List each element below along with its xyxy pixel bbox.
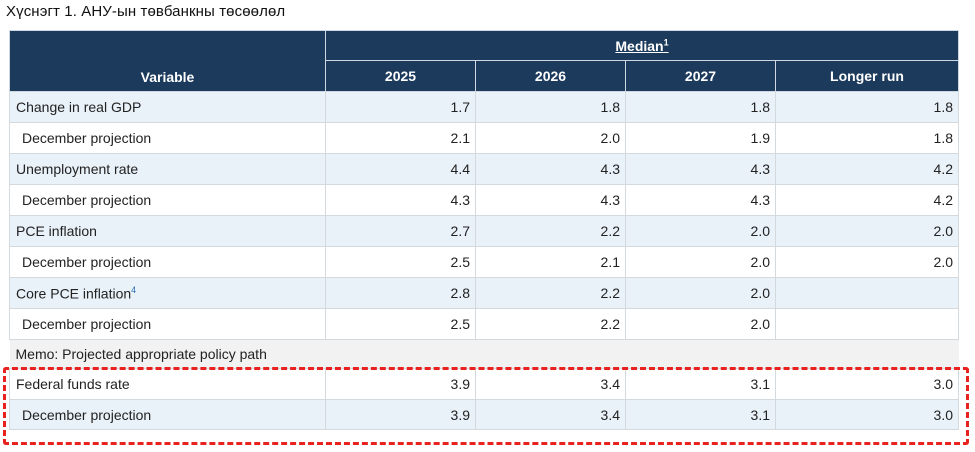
cell-value: 2.0 — [625, 246, 776, 278]
cell-value: 4.2 — [775, 153, 959, 185]
column-header-2025: 2025 — [325, 60, 476, 92]
row-label: Federal funds rate — [9, 368, 326, 400]
cell-value: 1.7 — [325, 91, 476, 123]
cell-value: 3.4 — [475, 368, 626, 400]
cell-value: 1.8 — [475, 91, 626, 123]
cell-value — [775, 308, 959, 340]
row-label: Unemployment rate — [9, 153, 326, 185]
cell-value: 2.8 — [325, 277, 476, 309]
cell-value: 3.4 — [475, 399, 626, 430]
cell-value: 2.0 — [625, 308, 776, 340]
cell-value: 4.3 — [625, 184, 776, 216]
row-label: Change in real GDP — [9, 91, 326, 123]
column-header-longer-run: Longer run — [775, 60, 959, 92]
cell-value: 2.0 — [625, 277, 776, 309]
table-row: Unemployment rate 4.4 4.3 4.3 4.2 — [9, 153, 959, 185]
cell-value: 3.9 — [325, 368, 476, 400]
row-label: December projection — [9, 399, 326, 430]
table-row: December projection 3.9 3.4 3.1 3.0 — [9, 399, 959, 430]
table-row: PCE inflation 2.7 2.2 2.0 2.0 — [9, 215, 959, 247]
cell-value: 1.8 — [625, 91, 776, 123]
row-label: PCE inflation — [9, 215, 326, 247]
cell-value: 2.7 — [325, 215, 476, 247]
table-row: Change in real GDP 1.7 1.8 1.8 1.8 — [9, 91, 959, 123]
cell-value: 3.0 — [775, 368, 959, 400]
table-row: December projection 4.3 4.3 4.3 4.2 — [9, 184, 959, 216]
cell-value: 2.0 — [625, 215, 776, 247]
memo-label: Memo: Projected appropriate policy path — [9, 339, 959, 369]
cell-value: 2.1 — [325, 122, 476, 154]
cell-value: 2.2 — [475, 215, 626, 247]
column-header-variable: Variable — [9, 30, 326, 92]
cell-value: 4.3 — [325, 184, 476, 216]
median-link[interactable]: Median1 — [615, 37, 669, 54]
cell-value: 3.0 — [775, 399, 959, 430]
cell-value: 1.9 — [625, 122, 776, 154]
row-label: December projection — [9, 122, 326, 154]
cell-value: 2.0 — [475, 122, 626, 154]
cell-value: 1.8 — [775, 122, 959, 154]
table-caption: Хүснэгт 1. АНУ-ын төвбанкны төсөөлөл — [6, 3, 286, 20]
cell-value: 2.5 — [325, 246, 476, 278]
cell-value: 2.2 — [475, 308, 626, 340]
cell-value: 2.5 — [325, 308, 476, 340]
cell-value: 4.3 — [475, 153, 626, 185]
cell-value: 2.0 — [775, 215, 959, 247]
cell-value: 3.1 — [625, 368, 776, 400]
column-header-2026: 2026 — [475, 60, 626, 92]
cell-value: 2.2 — [475, 277, 626, 309]
row-label: December projection — [9, 184, 326, 216]
cell-value: 4.3 — [475, 184, 626, 216]
cell-value: 1.8 — [775, 91, 959, 123]
cell-value: 3.1 — [625, 399, 776, 430]
column-header-median: Median1 — [325, 30, 959, 61]
table-row: December projection 2.5 2.1 2.0 2.0 — [9, 246, 959, 278]
core-pce-footnote-link[interactable]: 4 — [131, 284, 137, 295]
cell-value — [775, 277, 959, 309]
table-row: December projection 2.5 2.2 2.0 — [9, 308, 959, 340]
cell-value: 4.3 — [625, 153, 776, 185]
column-header-2027: 2027 — [625, 60, 776, 92]
projections-table: Variable Median1 2025 2026 2027 Longer r… — [9, 30, 959, 430]
table-row: Core PCE inflation4 2.8 2.2 2.0 — [9, 277, 959, 309]
cell-value: 2.0 — [775, 246, 959, 278]
memo-row: Memo: Projected appropriate policy path — [9, 339, 959, 369]
cell-value: 2.1 — [475, 246, 626, 278]
cell-value: 4.2 — [775, 184, 959, 216]
row-label: December projection — [9, 308, 326, 340]
cell-value: 3.9 — [325, 399, 476, 430]
row-label: Core PCE inflation4 — [9, 277, 326, 309]
table-row: December projection 2.1 2.0 1.9 1.8 — [9, 122, 959, 154]
cell-value: 4.4 — [325, 153, 476, 185]
table-row: Federal funds rate 3.9 3.4 3.1 3.0 — [9, 368, 959, 400]
median-footnote: 1 — [663, 37, 669, 48]
row-label: December projection — [9, 246, 326, 278]
